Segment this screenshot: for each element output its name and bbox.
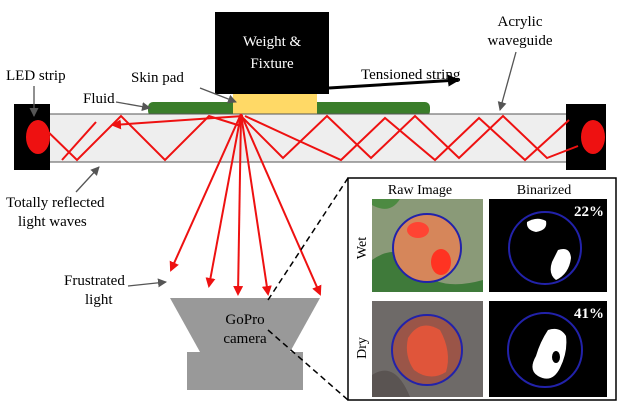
totally-reflected-label-2: light waves bbox=[18, 214, 87, 230]
frustrated-label-2: light bbox=[85, 292, 113, 308]
tensioned-string-arrow bbox=[328, 74, 460, 90]
fluid-label: Fluid bbox=[83, 91, 115, 107]
led-strip-right bbox=[566, 104, 606, 170]
wet-binarized-image: 22% bbox=[489, 199, 607, 292]
frustrated-pointer bbox=[127, 278, 167, 288]
weight-fixture-block: Weight & Fixture bbox=[215, 12, 329, 94]
skin-pad bbox=[233, 94, 317, 114]
zoom-line-bottom bbox=[267, 329, 349, 401]
inset-row-dry-label: Dry bbox=[355, 337, 370, 359]
wet-raw-image bbox=[372, 199, 483, 292]
acrylic-label-1: Acrylic bbox=[498, 14, 543, 30]
camera-label-1: GoPro bbox=[225, 312, 264, 328]
inset-col-binarized-label: Binarized bbox=[517, 183, 571, 198]
weight-fixture-label-1: Weight & bbox=[243, 34, 302, 50]
acrylic-pointer bbox=[497, 51, 517, 111]
dry-binarized-image: 41% bbox=[489, 301, 607, 397]
tensioned-string-label: Tensioned string bbox=[361, 67, 461, 83]
reflected-light-rays bbox=[39, 114, 579, 162]
totally-reflected-pointer bbox=[75, 166, 100, 193]
led-strip-left bbox=[14, 104, 50, 170]
inset-row-wet-label: Wet bbox=[355, 237, 370, 259]
inset-panel: Raw Image Binarized Wet Dry 22% bbox=[347, 177, 617, 401]
skin-pad-pointer bbox=[199, 87, 237, 104]
skin-pad-label: Skin pad bbox=[131, 70, 184, 86]
frustrated-label-1: Frustrated bbox=[64, 273, 125, 289]
totally-reflected-label-1: Totally reflected bbox=[6, 195, 105, 211]
fluid-pointer bbox=[115, 101, 151, 112]
wet-percent-label: 22% bbox=[574, 204, 604, 220]
acrylic-label-2: waveguide bbox=[488, 33, 553, 49]
frustrated-light-rays bbox=[169, 113, 322, 296]
dry-percent-label: 41% bbox=[574, 306, 604, 322]
gopro-camera: GoPro camera bbox=[170, 298, 320, 390]
weight-fixture-label-2: Fixture bbox=[250, 56, 294, 72]
camera-label-2: camera bbox=[223, 331, 267, 347]
led-strip-label: LED strip bbox=[6, 68, 66, 84]
dry-raw-image bbox=[372, 301, 483, 397]
acrylic-waveguide bbox=[39, 113, 589, 163]
zoom-line-top bbox=[267, 177, 349, 301]
inset-col-raw-label: Raw Image bbox=[388, 183, 452, 198]
